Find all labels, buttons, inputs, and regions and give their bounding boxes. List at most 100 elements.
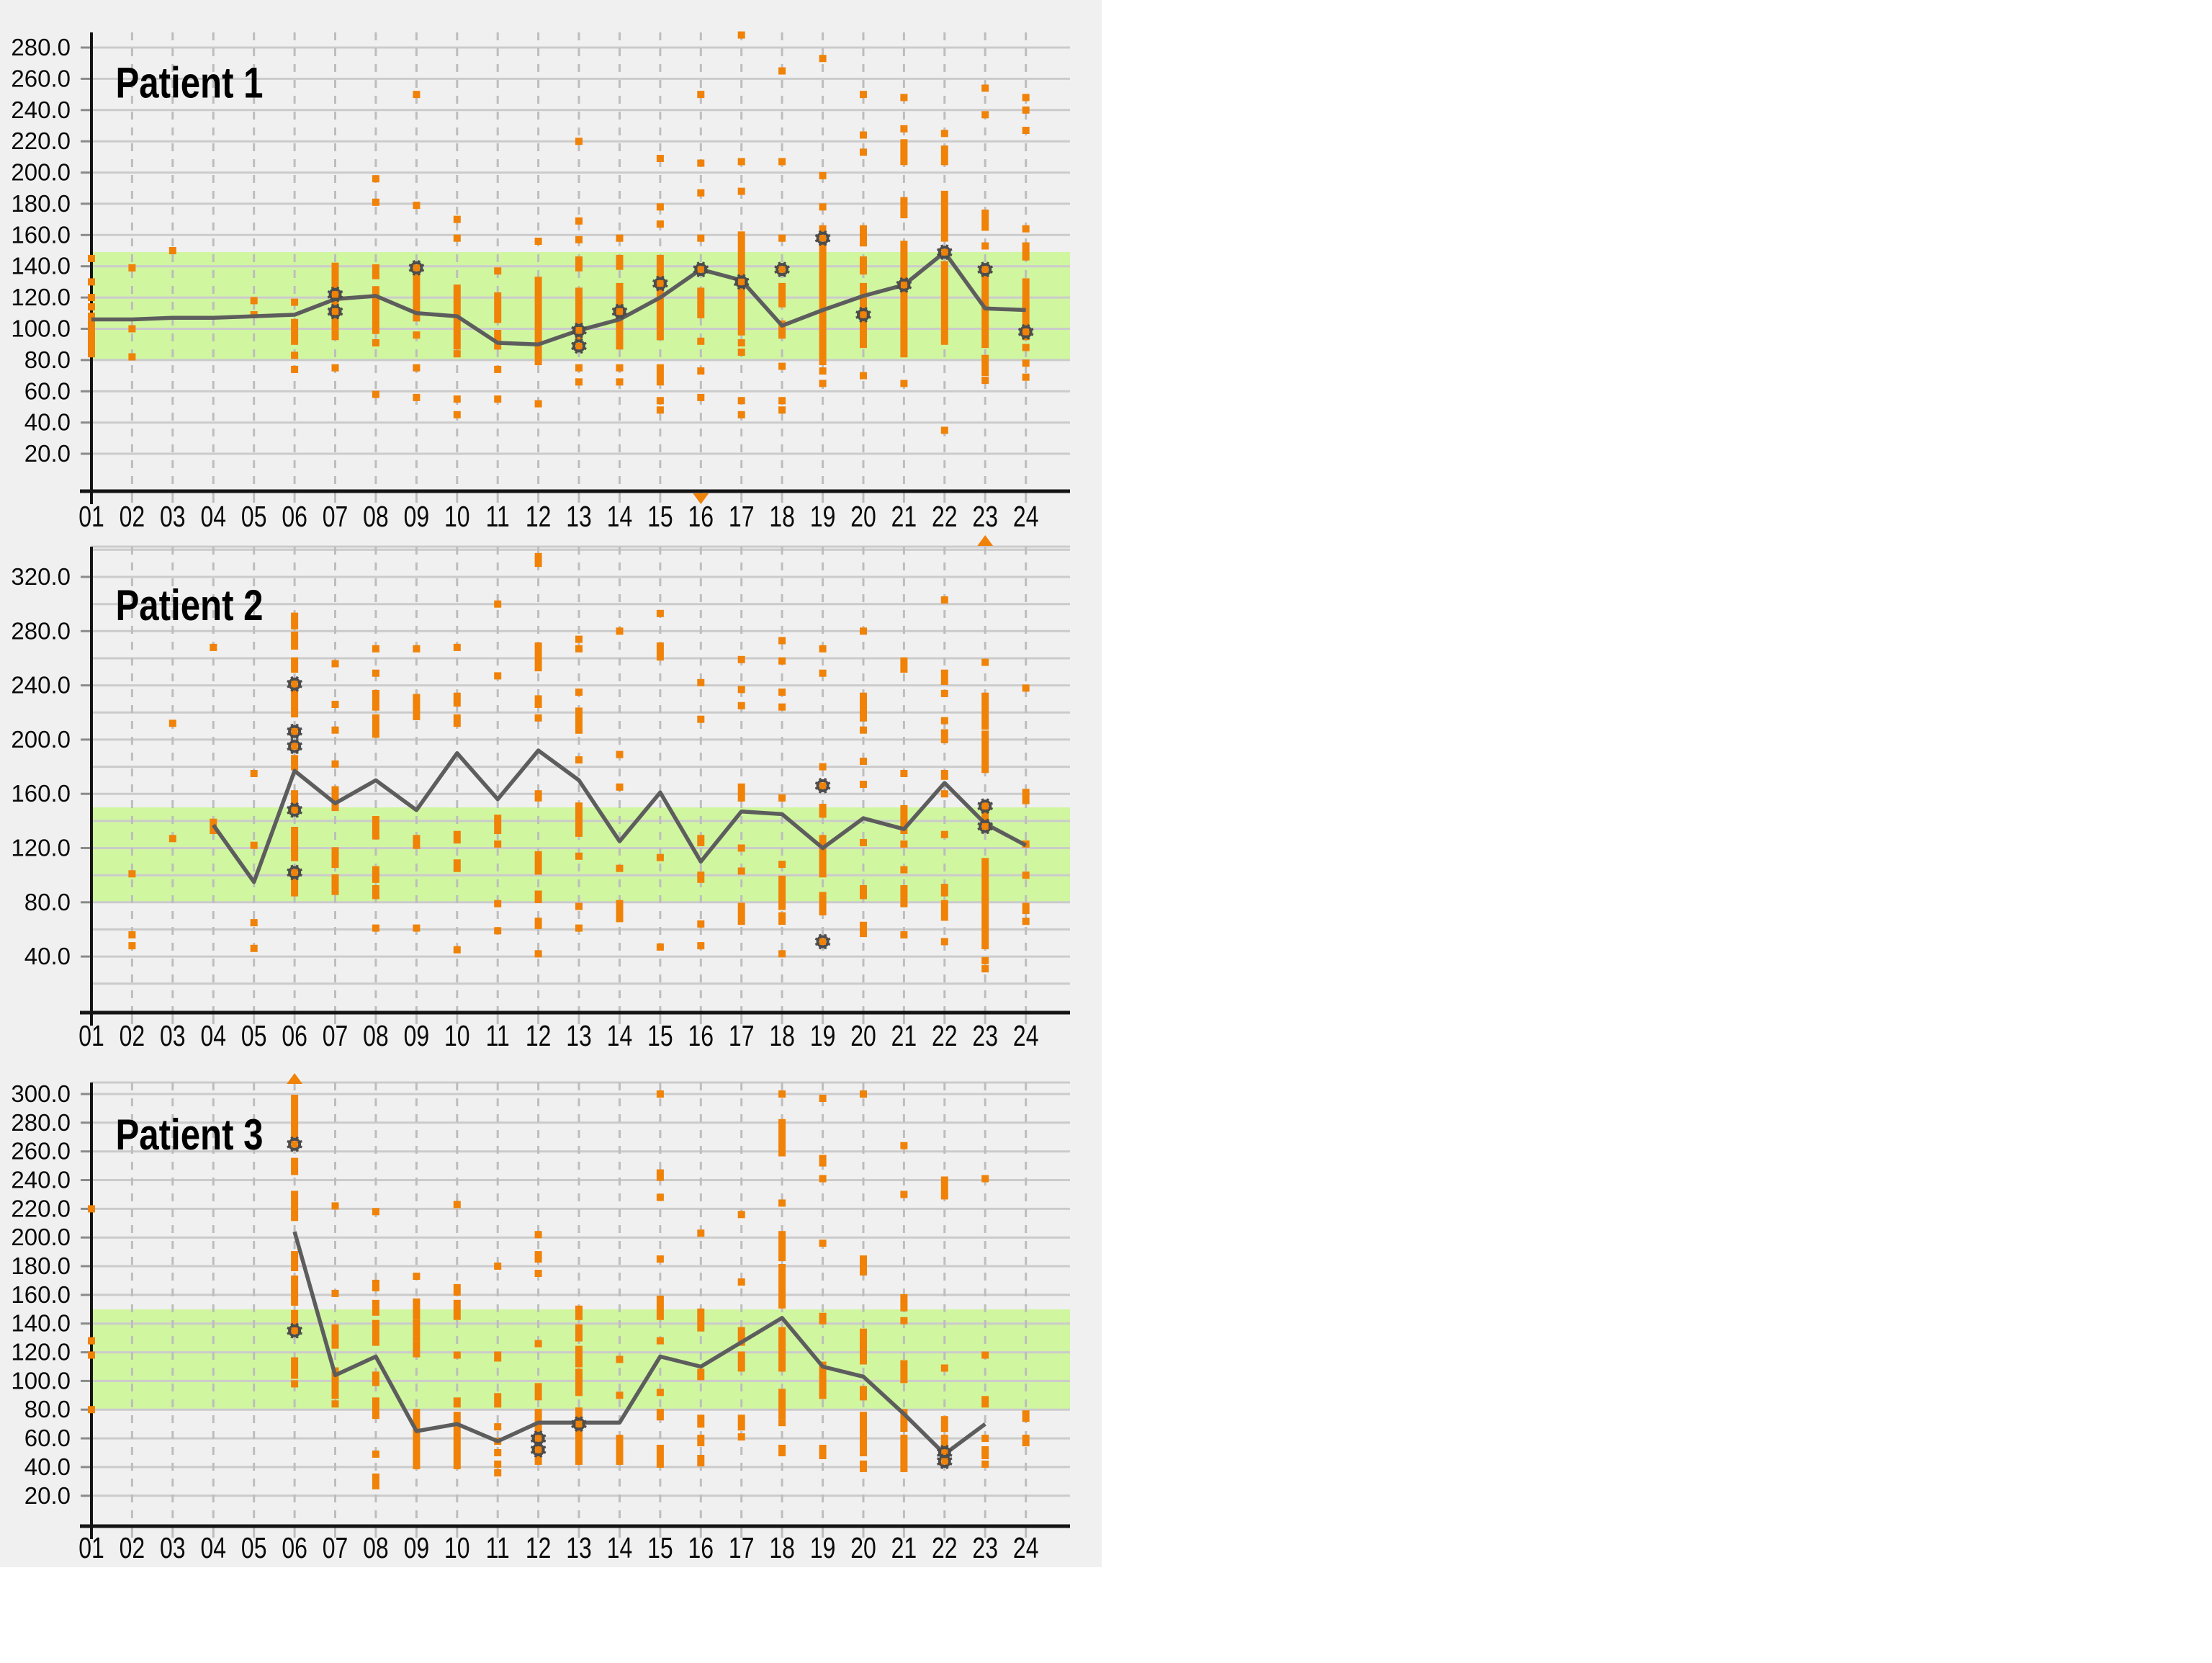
svg-text:15: 15: [647, 1019, 673, 1052]
svg-text:18: 18: [769, 500, 795, 533]
svg-text:19: 19: [810, 1531, 836, 1564]
svg-text:04: 04: [201, 1019, 227, 1052]
svg-text:60.0: 60.0: [24, 1425, 71, 1451]
svg-text:16: 16: [688, 500, 714, 533]
svg-text:160.0: 160.0: [11, 221, 71, 248]
svg-text:80.0: 80.0: [24, 346, 71, 373]
svg-text:12: 12: [526, 500, 552, 533]
svg-text:10: 10: [444, 500, 470, 533]
svg-text:02: 02: [120, 1531, 145, 1564]
svg-text:120.0: 120.0: [11, 835, 71, 861]
svg-text:12: 12: [526, 1531, 552, 1564]
svg-text:200.0: 200.0: [11, 159, 71, 186]
svg-text:60.0: 60.0: [24, 377, 71, 404]
svg-text:16: 16: [688, 1531, 714, 1564]
svg-text:03: 03: [160, 500, 186, 533]
svg-text:07: 07: [323, 1531, 349, 1564]
svg-text:280.0: 280.0: [11, 34, 71, 60]
svg-text:240.0: 240.0: [11, 672, 71, 699]
svg-text:08: 08: [363, 500, 389, 533]
svg-text:18: 18: [769, 1019, 795, 1052]
svg-text:23: 23: [972, 500, 998, 533]
svg-text:01: 01: [78, 1019, 104, 1052]
svg-text:40.0: 40.0: [24, 1453, 71, 1480]
svg-text:21: 21: [891, 1531, 917, 1564]
svg-text:14: 14: [607, 1531, 633, 1564]
svg-text:100.0: 100.0: [11, 1367, 71, 1394]
svg-text:08: 08: [363, 1019, 389, 1052]
svg-text:80.0: 80.0: [24, 1396, 71, 1422]
svg-text:Patient 3: Patient 3: [115, 1110, 263, 1159]
svg-text:24: 24: [1013, 500, 1039, 533]
svg-text:02: 02: [120, 500, 145, 533]
svg-text:03: 03: [160, 1531, 186, 1564]
svg-text:220.0: 220.0: [11, 127, 71, 154]
svg-text:05: 05: [241, 1019, 267, 1052]
svg-text:05: 05: [241, 500, 267, 533]
svg-text:Patient 2: Patient 2: [115, 581, 263, 629]
svg-text:260.0: 260.0: [11, 1138, 71, 1165]
svg-text:180.0: 180.0: [11, 1252, 71, 1279]
svg-text:08: 08: [363, 1531, 389, 1564]
svg-text:80.0: 80.0: [24, 889, 71, 915]
svg-text:Patient 1: Patient 1: [115, 58, 263, 107]
svg-text:140.0: 140.0: [11, 253, 71, 279]
svg-text:260.0: 260.0: [11, 65, 71, 91]
svg-text:23: 23: [972, 1531, 998, 1564]
svg-text:12: 12: [526, 1019, 552, 1052]
svg-text:160.0: 160.0: [11, 780, 71, 807]
svg-text:06: 06: [282, 1531, 307, 1564]
svg-text:01: 01: [78, 500, 104, 533]
svg-text:04: 04: [201, 1531, 227, 1564]
svg-text:09: 09: [404, 1531, 430, 1564]
svg-text:22: 22: [932, 1019, 958, 1052]
svg-text:16: 16: [688, 1019, 714, 1052]
svg-text:11: 11: [486, 1531, 510, 1564]
svg-text:15: 15: [647, 1531, 673, 1564]
svg-text:300.0: 300.0: [11, 1080, 71, 1107]
svg-text:17: 17: [729, 1019, 755, 1052]
svg-text:120.0: 120.0: [11, 1339, 71, 1366]
svg-text:07: 07: [323, 1019, 349, 1052]
svg-text:240.0: 240.0: [11, 1167, 71, 1193]
svg-text:160.0: 160.0: [11, 1281, 71, 1308]
svg-text:10: 10: [444, 1019, 470, 1052]
svg-text:06: 06: [282, 1019, 307, 1052]
svg-text:13: 13: [566, 500, 592, 533]
svg-text:280.0: 280.0: [11, 617, 71, 644]
svg-text:01: 01: [78, 1531, 104, 1564]
svg-text:180.0: 180.0: [11, 190, 71, 217]
svg-text:19: 19: [810, 1019, 836, 1052]
svg-text:22: 22: [932, 500, 958, 533]
svg-text:23: 23: [972, 1019, 998, 1052]
svg-text:07: 07: [323, 500, 349, 533]
svg-text:100.0: 100.0: [11, 315, 71, 342]
svg-text:05: 05: [241, 1531, 267, 1564]
svg-text:10: 10: [444, 1531, 470, 1564]
svg-text:280.0: 280.0: [11, 1109, 71, 1136]
svg-text:14: 14: [607, 500, 633, 533]
svg-text:220.0: 220.0: [11, 1195, 71, 1222]
svg-text:22: 22: [932, 1531, 958, 1564]
svg-text:13: 13: [566, 1531, 592, 1564]
svg-text:09: 09: [404, 500, 430, 533]
svg-text:11: 11: [486, 500, 510, 533]
svg-text:06: 06: [282, 500, 307, 533]
svg-text:40.0: 40.0: [24, 943, 71, 969]
svg-text:02: 02: [120, 1019, 145, 1052]
svg-text:11: 11: [486, 1019, 510, 1052]
svg-text:15: 15: [647, 500, 673, 533]
svg-text:17: 17: [729, 1531, 755, 1564]
svg-text:09: 09: [404, 1019, 430, 1052]
svg-text:20: 20: [850, 1019, 876, 1052]
svg-text:20: 20: [850, 1531, 876, 1564]
svg-text:24: 24: [1013, 1019, 1039, 1052]
svg-text:21: 21: [891, 1019, 917, 1052]
svg-text:13: 13: [566, 1019, 592, 1052]
svg-text:14: 14: [607, 1019, 633, 1052]
svg-text:20.0: 20.0: [24, 440, 71, 467]
svg-text:200.0: 200.0: [11, 726, 71, 753]
svg-text:240.0: 240.0: [11, 97, 71, 123]
svg-text:40.0: 40.0: [24, 409, 71, 436]
svg-text:20.0: 20.0: [24, 1482, 71, 1509]
